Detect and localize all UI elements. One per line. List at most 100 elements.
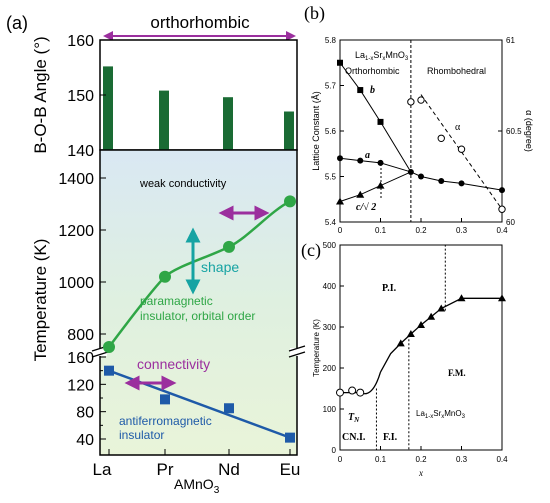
a-point	[438, 178, 445, 185]
panel-b-right-ylabel: α (degree)	[524, 110, 534, 152]
neel-point-Nd	[224, 403, 234, 414]
paramagnetic-label-2: insulator, orbital order	[140, 309, 255, 323]
c-point	[376, 181, 385, 189]
bar-Nd	[223, 97, 233, 150]
shape-label: shape	[201, 259, 239, 275]
bar-Pr	[159, 90, 169, 150]
bar-group	[103, 66, 294, 150]
orbital-point-Nd	[223, 240, 235, 253]
c-x-tick-label: 0.3	[456, 455, 468, 464]
temp-yticks: 800 1000 1200 1400 40 80 120 160	[58, 171, 106, 449]
b-x-tick-label: 0.2	[415, 226, 427, 235]
x-tick-label-La: La	[93, 460, 112, 479]
a-point	[337, 155, 343, 162]
panel-c: (c) 0 100 200 300 400 500 0 0.1 0.2 0.3 0.4 Temper…	[301, 240, 508, 478]
temp-ytick-label: 1200	[58, 223, 94, 240]
tc-point	[417, 320, 425, 328]
series-b-label: b	[370, 85, 375, 96]
x-axis-label: AMnO3	[174, 476, 220, 496]
c-point	[336, 197, 344, 205]
panel-b-formula: La1-xSrxMnO3	[355, 50, 409, 62]
neel-point-La	[104, 365, 114, 376]
orbital-point-La	[103, 341, 115, 353]
panel-c-ylabel: Temperature (K)	[312, 319, 321, 377]
b-left-tick-label: 5.6	[325, 127, 337, 136]
series-a-label: a	[365, 150, 370, 161]
pi-region-label: P.I.	[382, 283, 397, 294]
temp-ytick-label: 40	[76, 432, 94, 449]
bar-Eu	[284, 111, 294, 150]
temp-ytick-label: 120	[67, 377, 94, 394]
tn-point	[336, 388, 344, 397]
temp-ylabel: Temperature (K)	[31, 239, 50, 362]
panel-c-frame	[339, 244, 503, 451]
b-right-tick-label: 60.5	[506, 127, 522, 136]
neel-point-Eu	[285, 432, 295, 443]
alpha-point	[457, 145, 466, 153]
afm-label-1: antiferromagnetic	[119, 414, 212, 428]
bar-ytick-label: 160	[67, 33, 94, 50]
c-y-tick-label: 200	[323, 364, 337, 373]
neel-points	[104, 365, 295, 443]
panel-a-label: (a)	[6, 13, 28, 33]
c-y-tick-label: 0	[332, 446, 337, 455]
orthorhombic-phase-label: Orthorhombic	[345, 66, 400, 76]
bar-ytick-label: 150	[67, 88, 94, 105]
b-point	[357, 87, 364, 94]
orthorhombic-label: orthorhombic	[150, 13, 250, 32]
connectivity-label: connectivity	[137, 356, 210, 372]
bar-ytick-label: 140	[67, 143, 94, 160]
panel-c-xlabel: x	[418, 468, 423, 478]
x-categories: La Pr Nd Eu	[93, 449, 301, 479]
c-x-tick-label: 0.1	[375, 455, 387, 464]
bar-ylabel: B-O-B Angle (°)	[31, 36, 50, 153]
afm-label-2: insulator	[119, 428, 164, 442]
c-y-tick-label: 400	[323, 282, 337, 291]
b-left-tick-label: 5.7	[325, 82, 337, 91]
x-tick-label-Nd: Nd	[218, 460, 240, 479]
tn-point	[348, 386, 357, 395]
x-tick-label-Pr: Pr	[157, 460, 174, 479]
panel-b-ticks: 5.4 5.5 5.6 5.7 5.8 60 60.5 61 0 0.1 0.2 0.3 0.4	[325, 36, 522, 235]
b-left-tick-label: 5.4	[325, 218, 337, 227]
b-x-tick-label: 0.4	[496, 226, 508, 235]
alpha-point	[437, 134, 445, 142]
alpha-point	[417, 96, 425, 104]
tc-point	[498, 294, 506, 302]
tn-point	[356, 388, 365, 397]
orbital-point-Eu	[284, 195, 296, 208]
bar-chart-frame	[99, 39, 298, 151]
fi-region-label: F.I.	[383, 432, 398, 443]
c-y-tick-label: 100	[323, 405, 337, 414]
b-series-line	[339, 62, 412, 173]
series-alpha-label: α	[455, 122, 461, 133]
panel-c-label: (c)	[301, 240, 321, 261]
temp-ytick-label: 80	[76, 405, 94, 422]
panel-b-left-ylabel: Lattice Constant (Å)	[311, 91, 321, 171]
b-x-tick-label: 0.1	[375, 226, 387, 235]
temp-ytick-label: 1400	[58, 171, 94, 188]
b-x-tick-label: 0.3	[456, 226, 468, 235]
tc-point	[457, 294, 466, 302]
axis-break	[91, 345, 306, 358]
x-tick-label-Eu: Eu	[280, 460, 301, 479]
tc-point	[427, 312, 436, 320]
fm-region-label: F.M.	[448, 368, 466, 378]
c-x-tick-label: 0.2	[415, 455, 427, 464]
panel-a: (a) orthorhombic 140 150 160 B-O-B Angle (…	[6, 13, 306, 496]
b-left-tick-label: 5.8	[325, 36, 337, 45]
weak-conductivity-label: weak conductivity	[139, 178, 227, 190]
tc-point	[437, 304, 446, 312]
b-right-tick-label: 61	[506, 36, 515, 45]
temp-ytick-label: 1000	[58, 275, 94, 292]
alpha-point	[407, 98, 415, 106]
panel-c-formula: La1-xSrxMnO3	[416, 409, 466, 420]
panel-c-points	[336, 294, 506, 397]
c-x-tick-label: 0	[338, 455, 343, 464]
paramagnetic-label-1: paramagnetic	[140, 294, 213, 308]
a-point	[357, 157, 364, 164]
tc-point	[406, 329, 415, 337]
panel-b-label: (b)	[304, 3, 325, 24]
a-point	[458, 180, 465, 187]
b-x-tick-label: 0	[338, 226, 343, 235]
